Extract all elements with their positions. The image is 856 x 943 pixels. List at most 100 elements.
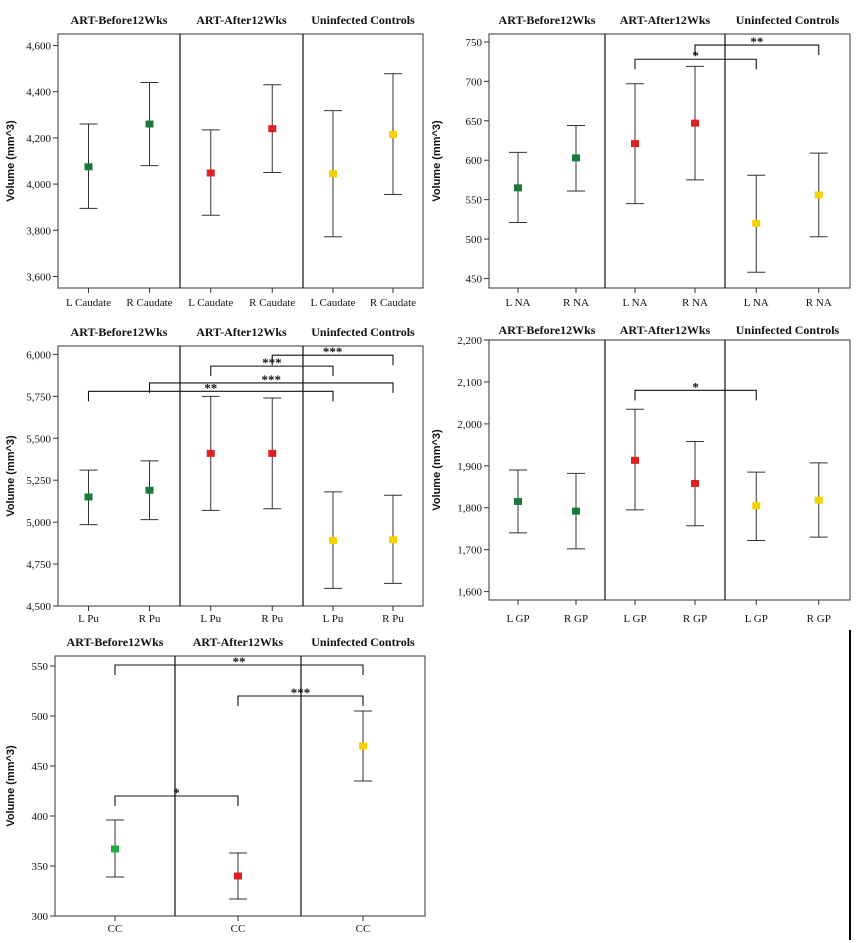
plot-frame	[57, 33, 424, 289]
chart-4: ART-Before12Wks ART-After12Wks Uninfected …	[431, 323, 851, 625]
group-header: Uninfected Controls	[736, 13, 840, 27]
significance-bracket: ***	[237, 685, 364, 706]
x-tick-label: L GP	[506, 613, 529, 625]
chart-5: ART-Before12Wks ART-After12Wks Uninfected …	[5, 635, 426, 935]
plot-frame	[488, 339, 851, 601]
x-tick-label: R NA	[563, 297, 589, 309]
mean-marker	[329, 537, 337, 545]
error-bar-point	[686, 65, 704, 181]
x-tick-label: CC	[108, 923, 123, 935]
significance-bracket: ***	[148, 372, 394, 393]
y-tick-label: 1,700	[457, 545, 482, 557]
error-bar-point	[567, 125, 585, 192]
error-bar-point	[509, 469, 527, 534]
y-tick-label: 400	[32, 811, 49, 823]
y-tick-label: 750	[466, 37, 483, 49]
bracket-line	[634, 58, 757, 70]
significance-label: **	[233, 654, 246, 669]
mean-marker	[84, 493, 93, 501]
y-tick-label: 550	[466, 195, 483, 207]
x-tick-label: L Pu	[200, 613, 221, 625]
plot-frame	[54, 655, 426, 917]
chart-1: ART-Before12Wks ART-After12Wks Uninfected …	[5, 13, 424, 309]
y-tick-label: 1,800	[457, 503, 482, 515]
group-header: Uninfected Controls	[311, 325, 415, 339]
y-axis-label: Volume (mm^3)	[5, 120, 17, 202]
error-bar-point	[140, 460, 159, 521]
y-tick-label: 3,800	[26, 225, 51, 237]
y-tick-label: 5,750	[26, 391, 51, 403]
error-bar-point	[263, 397, 282, 510]
mean-marker	[359, 742, 367, 750]
mean-marker	[389, 130, 397, 138]
x-tick-label: L Caudate	[310, 297, 355, 309]
x-tick-label: CC	[231, 923, 246, 935]
significance-label: *	[692, 48, 699, 63]
x-tick-label: L Pu	[323, 613, 344, 625]
error-bar-point	[201, 129, 220, 216]
y-tick-label: 2,000	[457, 419, 482, 431]
mean-marker	[206, 449, 215, 457]
y-tick-label: 4,750	[26, 559, 51, 571]
group-header: Uninfected Controls	[311, 13, 415, 27]
y-tick-label: 3,600	[26, 271, 51, 283]
group-header: ART-After12Wks	[620, 13, 711, 27]
error-bar-point	[201, 395, 220, 511]
significance-bracket: **	[87, 380, 334, 402]
significance-label: ***	[323, 344, 343, 359]
plot-frame	[57, 345, 424, 607]
mean-marker	[752, 219, 761, 227]
mean-marker	[691, 479, 699, 487]
bracket-line	[237, 695, 364, 706]
x-tick-label: L GP	[745, 613, 768, 625]
group-header: ART-Before12Wks	[67, 635, 164, 649]
mean-marker	[814, 496, 823, 504]
y-tick-label: 500	[466, 234, 483, 246]
x-tick-label: R Caudate	[126, 297, 172, 309]
x-tick-label: R Pu	[382, 613, 404, 625]
mean-marker	[145, 120, 154, 128]
x-tick-label: L Caudate	[188, 297, 233, 309]
y-tick-label: 650	[466, 116, 483, 128]
error-bar-point	[106, 819, 124, 878]
mean-marker	[572, 154, 580, 162]
significance-bracket: **	[694, 34, 820, 56]
y-axis-label: Volume (mm^3)	[431, 120, 443, 202]
group-header: ART-Before12Wks	[71, 325, 168, 339]
y-tick-label: 450	[32, 761, 49, 773]
y-tick-label: 2,200	[457, 335, 482, 347]
error-bar-point	[263, 84, 282, 174]
x-tick-label: L Caudate	[66, 297, 111, 309]
y-tick-label: 1,900	[457, 461, 482, 473]
x-tick-label: R GP	[683, 613, 707, 625]
x-tick-label: R NA	[806, 297, 832, 309]
bracket-line	[148, 382, 394, 393]
group-header: ART-After12Wks	[620, 323, 711, 337]
y-axis-label: Volume (mm^3)	[431, 429, 443, 511]
error-bar-point	[354, 710, 372, 782]
y-tick-label: 300	[32, 911, 49, 923]
mean-marker	[631, 456, 639, 464]
significance-bracket: **	[114, 654, 364, 675]
error-bar-point	[747, 174, 766, 273]
error-bar-point	[626, 83, 644, 205]
x-tick-label: R GP	[564, 613, 588, 625]
error-bar-point	[324, 110, 342, 238]
x-tick-label: R GP	[807, 613, 831, 625]
group-header: ART-Before12Wks	[499, 13, 596, 27]
mean-marker	[111, 845, 119, 853]
mean-marker	[514, 497, 522, 505]
mean-marker	[814, 191, 823, 199]
chart-3: ART-Before12Wks ART-After12Wks Uninfected …	[5, 325, 424, 625]
y-tick-label: 4,500	[26, 601, 51, 613]
group-header: ART-Before12Wks	[499, 323, 596, 337]
mean-marker	[268, 449, 277, 457]
bracket-line	[210, 365, 334, 377]
y-tick-label: 4,400	[26, 87, 51, 99]
significance-bracket: *	[634, 48, 757, 70]
significance-label: **	[204, 380, 217, 395]
mean-marker	[268, 125, 277, 133]
mean-marker	[572, 507, 580, 515]
error-bar-point	[509, 151, 527, 224]
